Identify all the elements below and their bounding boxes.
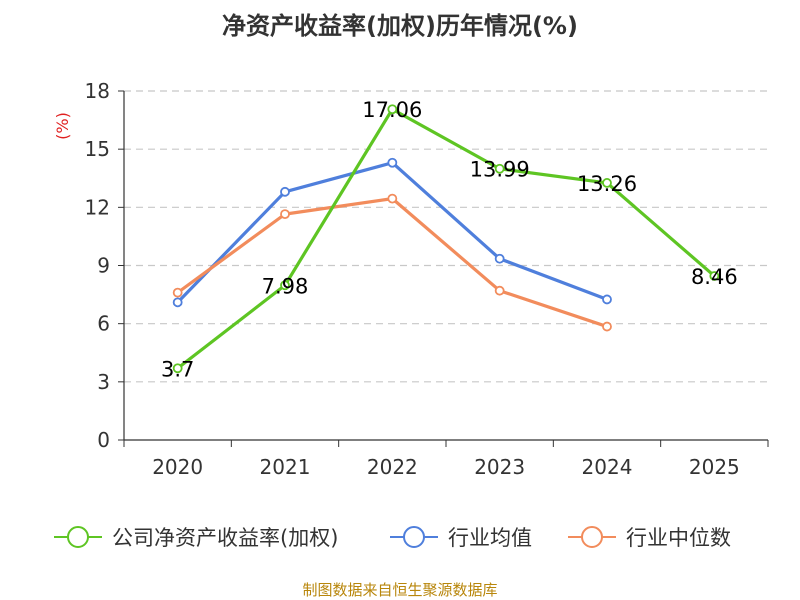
axes: 0 3 6 9 12 15 18 2020 2021 2022 2023 2024 2025 — [85, 79, 769, 479]
y-tick-label: 3 — [97, 370, 110, 394]
legend-marker — [403, 526, 425, 548]
x-tick-label: 2021 — [260, 455, 311, 479]
legend-marker — [67, 526, 89, 548]
legend-label: 行业中位数 — [626, 526, 731, 550]
y-tick-label: 0 — [97, 428, 110, 452]
data-label: 13.99 — [470, 158, 530, 182]
y-tick-label: 18 — [85, 79, 110, 103]
data-point — [709, 271, 720, 281]
y-axis-label: (%) — [53, 112, 72, 140]
x-tick-label: 2024 — [582, 455, 633, 479]
legend[interactable]: 公司净资产收益率(加权) 行业均值 行业中位数 — [54, 526, 731, 550]
legend-marker — [581, 526, 603, 548]
x-tick-label: 2022 — [367, 455, 418, 479]
source-note: 制图数据来自恒生聚源数据库 — [302, 581, 498, 599]
series-line — [176, 107, 716, 370]
series — [172, 104, 720, 374]
data-label: 3.7 — [161, 357, 194, 381]
legend-label: 公司净资产收益率(加权) — [112, 526, 338, 550]
data-point — [172, 287, 183, 298]
data-point — [602, 178, 612, 188]
data-point — [387, 104, 398, 115]
data-point — [172, 363, 183, 374]
data-point — [494, 163, 505, 174]
data-point — [280, 186, 290, 197]
y-tick-label: 12 — [85, 195, 110, 219]
y-tick-label: 15 — [85, 137, 110, 161]
data-point — [280, 280, 290, 291]
data-point — [387, 157, 398, 168]
data-label: 17.06 — [362, 98, 422, 122]
series-line — [176, 197, 608, 329]
data-point — [172, 297, 183, 308]
chart-title: 净资产收益率(加权)历年情况(%) — [222, 12, 578, 40]
x-tick-label: 2025 — [689, 455, 740, 479]
data-label: 8.46 — [691, 265, 738, 289]
data-label: 7.98 — [262, 274, 309, 298]
data-point — [280, 209, 290, 220]
data-point — [494, 285, 505, 296]
y-tick-label: 6 — [97, 312, 110, 336]
data-labels: 3.7 7.98 17.06 13.99 13.26 8.46 — [161, 98, 738, 381]
data-point — [602, 321, 612, 332]
data-point — [602, 294, 612, 305]
y-tick-label: 9 — [97, 254, 110, 278]
data-point — [387, 193, 398, 204]
gridlines — [124, 90, 768, 383]
data-point — [494, 253, 505, 264]
x-tick-label: 2023 — [474, 455, 525, 479]
data-label: 13.26 — [577, 172, 637, 196]
legend-label: 行业均值 — [448, 526, 532, 550]
series-line — [176, 161, 608, 304]
x-tick-label: 2020 — [152, 455, 203, 479]
